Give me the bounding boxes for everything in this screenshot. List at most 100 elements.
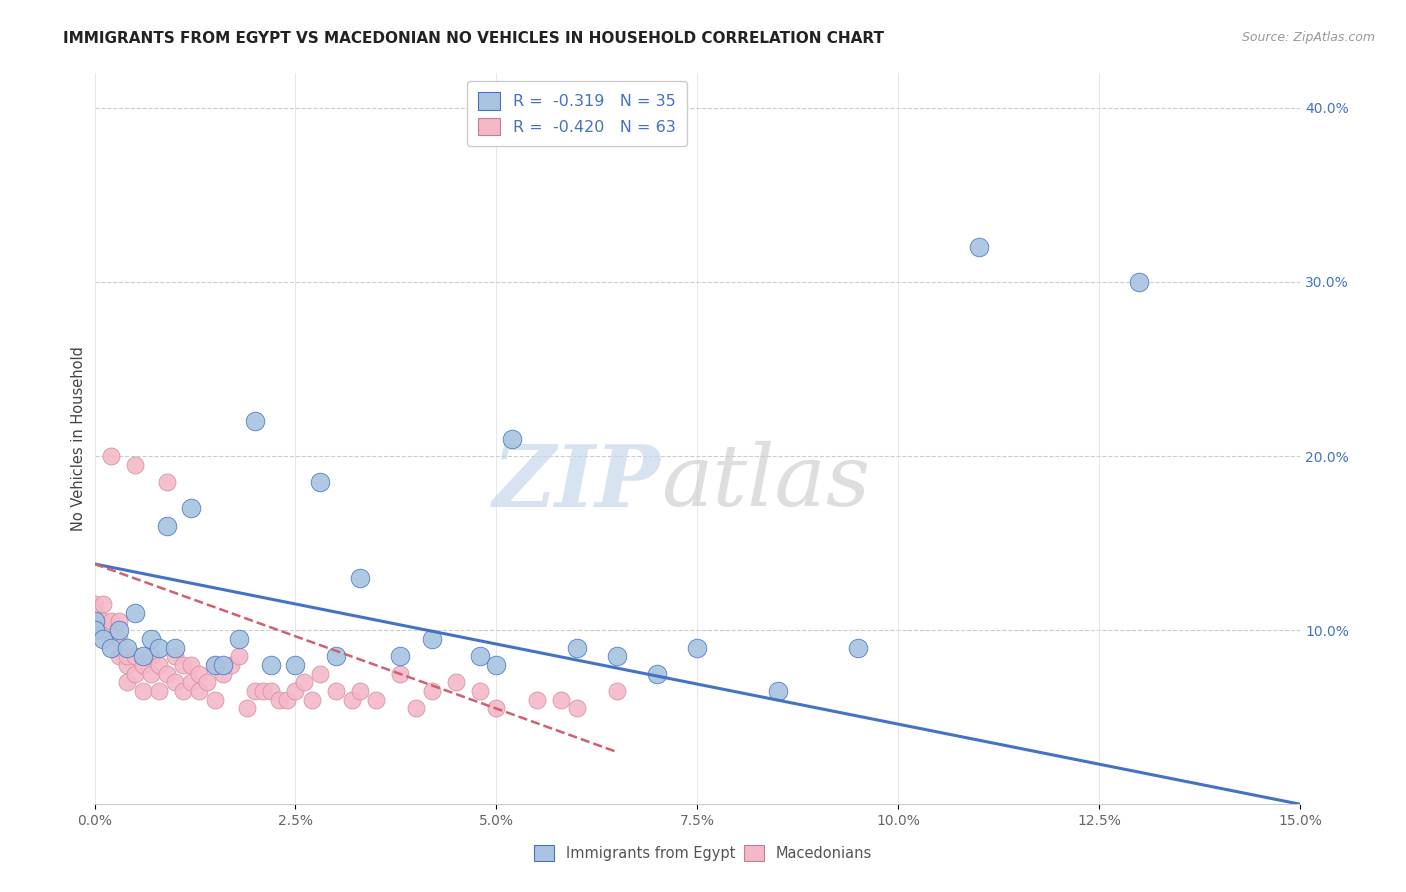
Point xyxy=(292,675,315,690)
Point xyxy=(766,684,789,698)
Point xyxy=(276,692,298,706)
Point xyxy=(91,632,114,646)
Point xyxy=(124,649,146,664)
Point xyxy=(219,657,242,672)
Point xyxy=(301,692,323,706)
Point xyxy=(91,615,114,629)
Point xyxy=(388,649,411,664)
Point xyxy=(645,666,668,681)
Point xyxy=(420,632,443,646)
Point xyxy=(163,649,186,664)
Point xyxy=(107,623,129,637)
Point xyxy=(269,692,291,706)
Point xyxy=(501,432,523,446)
Point xyxy=(204,657,226,672)
Point xyxy=(470,649,492,664)
Point xyxy=(107,632,129,646)
Point xyxy=(550,692,572,706)
Legend: Immigrants from Egypt, Macedonians: Immigrants from Egypt, Macedonians xyxy=(526,838,880,869)
Point xyxy=(245,684,267,698)
Point xyxy=(485,701,508,715)
Text: Source: ZipAtlas.com: Source: ZipAtlas.com xyxy=(1241,31,1375,45)
Point xyxy=(606,649,628,664)
Point xyxy=(148,684,170,698)
Point xyxy=(349,571,371,585)
Point xyxy=(115,657,138,672)
Point xyxy=(83,615,105,629)
Point xyxy=(124,458,146,472)
Point xyxy=(188,684,211,698)
Point xyxy=(284,657,307,672)
Point xyxy=(163,675,186,690)
Point xyxy=(100,449,122,463)
Point xyxy=(195,675,218,690)
Point xyxy=(139,666,162,681)
Point xyxy=(163,640,186,655)
Point xyxy=(83,623,105,637)
Point xyxy=(132,684,155,698)
Point xyxy=(349,684,371,698)
Point xyxy=(156,475,179,489)
Point xyxy=(606,684,628,698)
Point xyxy=(107,649,129,664)
Point xyxy=(107,615,129,629)
Point xyxy=(124,666,146,681)
Point xyxy=(91,623,114,637)
Point xyxy=(252,684,274,698)
Point xyxy=(156,518,179,533)
Point xyxy=(132,657,155,672)
Text: ZIP: ZIP xyxy=(494,441,661,524)
Point xyxy=(444,675,467,690)
Point xyxy=(172,684,194,698)
Point xyxy=(405,701,427,715)
Point xyxy=(686,640,709,655)
Text: IMMIGRANTS FROM EGYPT VS MACEDONIAN NO VEHICLES IN HOUSEHOLD CORRELATION CHART: IMMIGRANTS FROM EGYPT VS MACEDONIAN NO V… xyxy=(63,31,884,46)
Point xyxy=(115,649,138,664)
Point xyxy=(967,240,990,254)
Point xyxy=(308,666,330,681)
Point xyxy=(565,701,588,715)
Point xyxy=(139,649,162,664)
Point xyxy=(91,597,114,611)
Y-axis label: No Vehicles in Household: No Vehicles in Household xyxy=(72,346,86,531)
Point xyxy=(188,666,211,681)
Point xyxy=(260,684,283,698)
Point xyxy=(204,657,226,672)
Point xyxy=(284,684,307,698)
Point xyxy=(470,684,492,698)
Legend: R =  -0.319   N = 35, R =  -0.420   N = 63: R = -0.319 N = 35, R = -0.420 N = 63 xyxy=(467,81,688,146)
Point xyxy=(526,692,548,706)
Text: atlas: atlas xyxy=(661,442,870,524)
Point xyxy=(340,692,363,706)
Point xyxy=(212,666,235,681)
Point xyxy=(325,649,347,664)
Point xyxy=(156,666,179,681)
Point xyxy=(115,675,138,690)
Point xyxy=(139,632,162,646)
Point xyxy=(83,615,105,629)
Point xyxy=(388,666,411,681)
Point xyxy=(124,606,146,620)
Point xyxy=(180,501,202,516)
Point xyxy=(83,597,105,611)
Point xyxy=(100,615,122,629)
Point xyxy=(364,692,387,706)
Point xyxy=(846,640,869,655)
Point xyxy=(172,657,194,672)
Point xyxy=(180,675,202,690)
Point xyxy=(420,684,443,698)
Point xyxy=(83,606,105,620)
Point xyxy=(180,657,202,672)
Point xyxy=(100,640,122,655)
Point xyxy=(228,632,250,646)
Point xyxy=(485,657,508,672)
Point xyxy=(148,640,170,655)
Point xyxy=(245,414,267,428)
Point xyxy=(308,475,330,489)
Point xyxy=(212,657,235,672)
Point xyxy=(148,657,170,672)
Point xyxy=(132,649,155,664)
Point xyxy=(228,649,250,664)
Point xyxy=(325,684,347,698)
Point xyxy=(260,657,283,672)
